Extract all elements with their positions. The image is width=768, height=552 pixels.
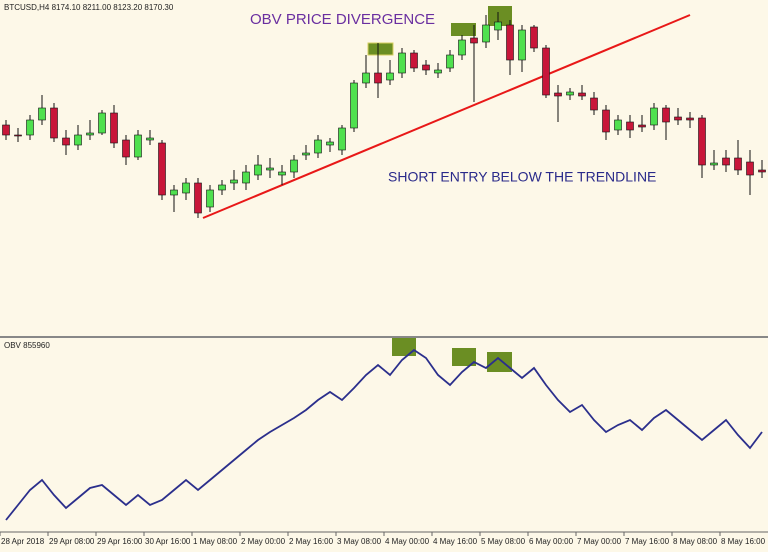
x-tick-label: 29 Apr 08:00 — [49, 537, 95, 546]
x-tick-label: 2 May 16:00 — [289, 537, 334, 546]
candle-body — [506, 24, 514, 61]
x-tick-label: 1 May 08:00 — [193, 537, 238, 546]
candle-body — [254, 164, 262, 176]
highlight-box — [392, 338, 416, 356]
highlight-box — [451, 23, 476, 36]
candle-body — [98, 112, 106, 134]
candle-body — [62, 137, 70, 146]
candle-body — [74, 134, 82, 146]
x-tick-label: 2 May 00:00 — [241, 537, 286, 546]
candle-body — [410, 52, 418, 69]
candle-body — [266, 167, 274, 171]
candle-body — [350, 82, 358, 129]
chart-header: BTCUSD,H4 8174.10 8211.00 8123.20 8170.3… — [4, 3, 174, 12]
x-tick-label: 30 Apr 16:00 — [145, 537, 191, 546]
candle-body — [746, 161, 754, 176]
candle-body — [494, 21, 502, 31]
candle-body — [626, 121, 634, 131]
x-tick-label: 4 May 00:00 — [385, 537, 430, 546]
candle-body — [2, 124, 10, 136]
candle-body — [374, 72, 382, 84]
candle-body — [110, 112, 118, 144]
x-tick-label: 6 May 00:00 — [529, 537, 574, 546]
candle-body — [614, 119, 622, 131]
candle-body — [146, 137, 154, 141]
candle-body — [458, 39, 466, 56]
candle-body — [326, 141, 334, 146]
candle-body — [686, 117, 694, 121]
candle-body — [434, 69, 442, 74]
candle-body — [158, 142, 166, 196]
candle-body — [194, 182, 202, 214]
highlight-box — [452, 348, 476, 366]
candle-body — [242, 171, 250, 184]
highlight-box — [367, 42, 394, 56]
candle-body — [518, 29, 526, 61]
candle-body — [446, 54, 454, 69]
candle-body — [302, 152, 310, 156]
candle-body — [638, 124, 646, 128]
highlight-box — [488, 6, 512, 26]
candle-body — [170, 189, 178, 196]
candle-body — [314, 139, 322, 154]
indicator-label: OBV 855960 — [4, 341, 50, 350]
x-tick-label: 8 May 16:00 — [721, 537, 766, 546]
highlight-box — [487, 352, 512, 372]
candle-body — [422, 64, 430, 71]
candle-body — [698, 117, 706, 166]
candle-body — [674, 116, 682, 121]
candle-body — [566, 91, 574, 96]
candle-body — [338, 127, 346, 151]
annotation: OBV PRICE DIVERGENCE — [250, 11, 435, 28]
candle-body — [530, 26, 538, 49]
candle-body — [710, 162, 718, 166]
x-tick-label: 5 May 08:00 — [481, 537, 526, 546]
candle-body — [362, 72, 370, 84]
trendline — [202, 14, 691, 219]
candle-body — [134, 134, 142, 158]
x-tick-label: 29 Apr 16:00 — [97, 537, 143, 546]
candle-body — [218, 184, 226, 191]
annotation: SHORT ENTRY BELOW THE TRENDLINE — [388, 169, 656, 185]
candle-body — [206, 189, 214, 208]
x-tick-label: 4 May 16:00 — [433, 537, 478, 546]
candle-body — [542, 47, 550, 96]
candle-body — [14, 134, 22, 137]
candle-body — [734, 157, 742, 171]
candle-body — [122, 139, 130, 158]
candle-body — [578, 92, 586, 97]
x-tick-label: 28 Apr 2018 — [1, 537, 45, 546]
x-tick-label: 7 May 16:00 — [625, 537, 670, 546]
candle-body — [590, 97, 598, 111]
candle-body — [758, 169, 766, 173]
candle-body — [398, 52, 406, 74]
candle-body — [50, 107, 58, 139]
candle-body — [230, 179, 238, 184]
candle-body — [182, 182, 190, 194]
candle-body — [290, 159, 298, 173]
candle-body — [722, 157, 730, 166]
candle-body — [482, 24, 490, 43]
candle-body — [662, 107, 670, 123]
x-tick-label: 8 May 08:00 — [673, 537, 718, 546]
candle-body — [602, 109, 610, 133]
candle-body — [386, 72, 394, 81]
x-tick-label: 7 May 00:00 — [577, 537, 622, 546]
candle-body — [86, 132, 94, 136]
candle-body — [554, 92, 562, 97]
candle-body — [278, 171, 286, 176]
candle-body — [26, 119, 34, 136]
obv-line — [5, 348, 763, 521]
candle-body — [650, 107, 658, 126]
candle-body — [470, 37, 478, 44]
x-tick-label: 3 May 08:00 — [337, 537, 382, 546]
candle-body — [38, 107, 46, 121]
